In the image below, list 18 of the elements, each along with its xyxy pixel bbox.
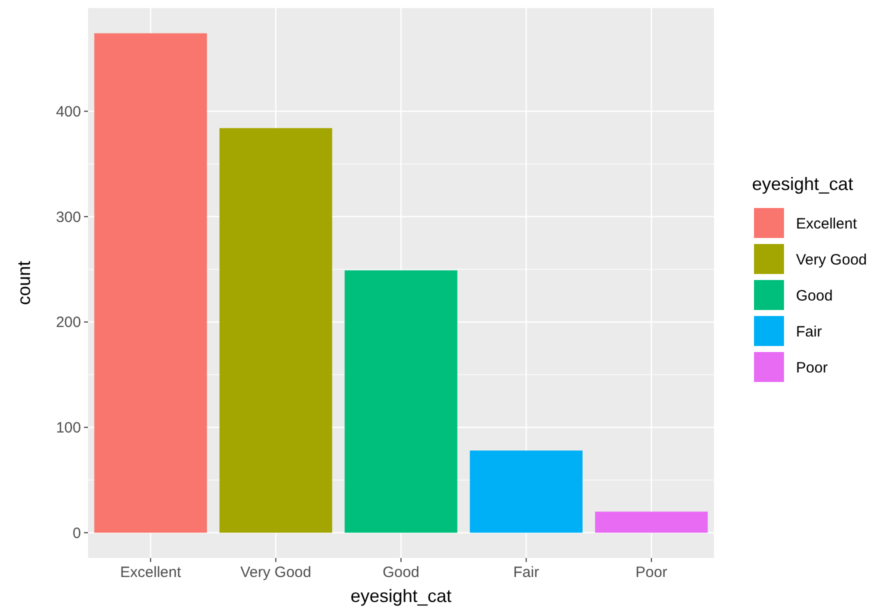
legend-label: Excellent (796, 215, 858, 232)
legend-label: Very Good (796, 251, 867, 268)
legend-label: Good (796, 287, 833, 304)
x-tick-label: Very Good (240, 564, 312, 581)
y-tick-label: 200 (56, 314, 81, 332)
y-tick-label: 100 (56, 420, 81, 437)
y-tick-label: 0 (72, 524, 81, 542)
legend-title: eyesight_cat (752, 174, 854, 194)
legend-label: Fair (796, 323, 822, 340)
x-tick-label: Good (382, 564, 420, 581)
y-tick-label: 400 (56, 104, 81, 121)
x-tick-label: Fair (513, 564, 540, 581)
x-tick-label: Poor (636, 564, 668, 581)
y-axis-title: count (14, 260, 34, 306)
x-tick-label: Excellent (120, 564, 182, 581)
legend-label: Poor (796, 359, 828, 376)
x-axis-title: eyesight_cat (350, 586, 452, 606)
y-tick-label: 300 (56, 208, 81, 226)
